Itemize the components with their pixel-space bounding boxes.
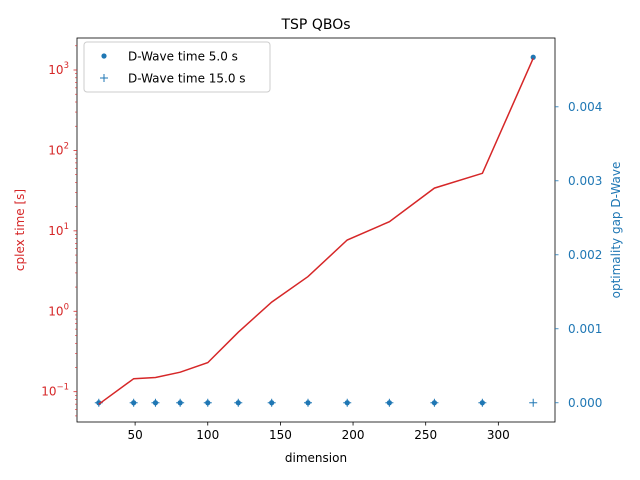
x-tick-label: 150 [269,428,292,442]
left-y-tick-label: 103 [48,61,69,77]
left-y-tick-label: 102 [48,141,69,157]
dwave-5s-point [152,400,159,406]
right-y-axis: 0.000 0.001 0.002 0.003 0.004 [555,100,602,410]
dwave-15s-point [529,398,538,407]
right-y-tick-label: 0.001 [568,322,602,336]
dwave-5s-point [386,400,392,406]
left-y-axis-label: cplex time [s] [13,189,27,271]
right-y-tick-label: 0.002 [568,248,602,262]
x-tick-label: 300 [487,428,510,442]
chart-title: TSP QBOs [280,17,350,33]
legend-dot-marker [101,53,107,59]
right-y-tick-label: 0.000 [568,396,602,410]
dwave-5s-point [431,400,438,406]
dwave-5s-point [269,400,275,406]
legend-label-15s: D-Wave time 15.0 s [128,72,246,86]
legend-box [83,41,271,93]
dwave-5s-point [479,400,485,406]
legend-plus-marker [100,74,108,82]
dwave-5s-point [235,400,241,406]
dwave-5s-point [530,54,536,60]
legend-label-5s: D-Wave time 5.0 s [128,50,238,64]
plot-area [94,54,538,407]
x-tick-label: 250 [414,428,437,442]
dwave-5s-point [344,400,350,406]
dwave-5s-point [205,400,211,406]
left-y-tick-label: 10−1 [41,383,69,399]
right-y-axis-label: optimality gap D-Wave [609,162,623,299]
left-y-tick-label: 100 [48,302,69,318]
x-tick-label: 50 [127,428,142,442]
left-y-axis: 10−1 100 101 102 103 [41,45,77,417]
left-y-tick-label: 101 [48,222,69,238]
x-axis-label: dimension [285,451,347,465]
right-y-tick-label: 0.003 [568,174,602,188]
dwave-5s-point [305,400,311,406]
dwave-5s-point [131,400,137,406]
dwave-5s-point [177,400,183,406]
cplex-line [98,57,534,405]
x-axis: 50 100 150 200 250 300 [127,422,510,442]
legend: D-Wave time 5.0 s D-Wave time 15.0 s [83,41,271,93]
axes-frame [76,37,556,423]
x-tick-label: 200 [342,428,365,442]
right-y-tick-label: 0.004 [568,100,602,114]
x-tick-label: 100 [196,428,219,442]
